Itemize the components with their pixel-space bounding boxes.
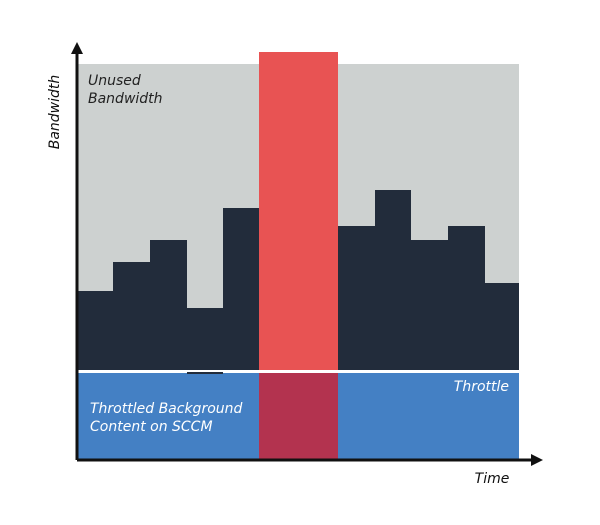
traffic-after (338, 190, 519, 370)
unused-label: Unused (88, 73, 141, 89)
background-label: Content on SCCM (90, 419, 213, 435)
peak-column (259, 52, 338, 370)
marker (187, 372, 223, 374)
y-arrow (71, 42, 83, 54)
background-label: Throttled Background (90, 401, 243, 417)
unused-label: Bandwidth (88, 91, 163, 107)
x-axis-label: Time (475, 471, 510, 487)
peak-throttle (259, 373, 338, 460)
throttle-label: Throttle (454, 379, 509, 395)
x-arrow (531, 454, 543, 466)
y-axis-label: Bandwidth (47, 75, 63, 150)
traffic-before (77, 208, 259, 370)
